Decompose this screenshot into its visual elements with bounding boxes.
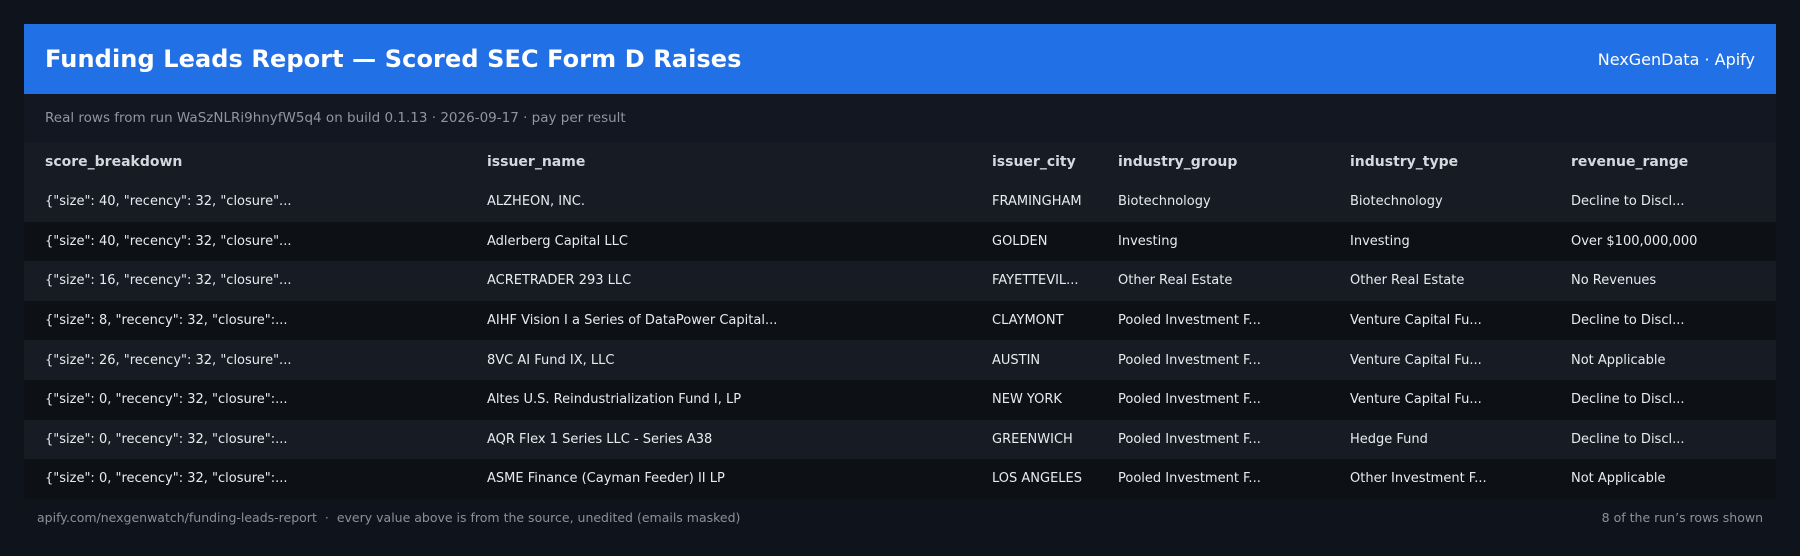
cell-score-breakdown: {"size": 8, "recency": 32, "closure":...	[45, 313, 288, 329]
column-header-industry-group[interactable]: industry_group	[1118, 154, 1238, 170]
source-note: every value above is from the source, un…	[336, 510, 741, 525]
cell-industry-type: Venture Capital Fu...	[1350, 313, 1482, 329]
cell-industry-type: Biotechnology	[1350, 194, 1443, 210]
cell-industry-group: Other Real Estate	[1118, 273, 1233, 289]
cell-issuer-city: LOS ANGELES	[992, 471, 1083, 487]
row-count-label: 8 of the run’s rows shown	[1601, 510, 1763, 525]
table-row: {"size": 40, "recency": 32, "closure"...…	[24, 182, 1776, 222]
column-header-score-breakdown[interactable]: score_breakdown	[45, 154, 183, 170]
table-row: {"size": 16, "recency": 32, "closure"...…	[24, 261, 1776, 301]
cell-score-breakdown: {"size": 0, "recency": 32, "closure":...	[45, 471, 288, 487]
table-row: {"size": 0, "recency": 32, "closure":...…	[24, 419, 1776, 460]
cell-issuer-name: ACRETRADER 293 LLC	[487, 273, 632, 289]
table-row: {"size": 40, "recency": 32, "closure"...…	[24, 221, 1776, 262]
cell-revenue-range: Decline to Discl...	[1571, 392, 1685, 408]
cell-revenue-range: Decline to Discl...	[1571, 313, 1685, 329]
cell-industry-group: Pooled Investment F...	[1118, 431, 1261, 447]
cell-industry-type: Other Investment F...	[1350, 471, 1487, 487]
column-header-industry-type[interactable]: industry_type	[1350, 154, 1459, 170]
table-row: {"size": 0, "recency": 32, "closure":...…	[24, 379, 1776, 420]
leads-table: score_breakdown issuer_name issuer_city …	[24, 142, 1776, 499]
footer-left: apify.com/nexgenwatch/funding-leads-repo…	[37, 510, 740, 525]
source-url[interactable]: apify.com/nexgenwatch/funding-leads-repo…	[37, 510, 317, 525]
cell-score-breakdown: {"size": 16, "recency": 32, "closure"...	[45, 273, 292, 289]
cell-industry-group: Pooled Investment F...	[1118, 352, 1261, 368]
cell-issuer-name: ALZHEON, INC.	[487, 194, 586, 210]
cell-score-breakdown: {"size": 26, "recency": 32, "closure"...	[45, 352, 292, 368]
cell-issuer-city: FRAMINGHAM	[992, 194, 1082, 210]
report-header: Funding Leads Report — Scored SEC Form D…	[24, 24, 1776, 94]
column-header-issuer-name[interactable]: issuer_name	[487, 154, 586, 170]
page-title: Funding Leads Report — Scored SEC Form D…	[45, 45, 742, 73]
cell-score-breakdown: {"size": 0, "recency": 32, "closure":...	[45, 431, 288, 447]
cell-revenue-range: Over $100,000,000	[1571, 233, 1698, 249]
table-row: {"size": 26, "recency": 32, "closure"...…	[24, 340, 1776, 380]
cell-industry-group: Pooled Investment F...	[1118, 313, 1261, 329]
cell-industry-type: Venture Capital Fu...	[1350, 352, 1482, 368]
cell-industry-type: Other Real Estate	[1350, 273, 1465, 289]
report-card: Funding Leads Report — Scored SEC Form D…	[24, 24, 1776, 499]
cell-industry-type: Venture Capital Fu...	[1350, 392, 1482, 408]
table-row: {"size": 0, "recency": 32, "closure":...…	[24, 459, 1776, 499]
column-header-revenue-range[interactable]: revenue_range	[1571, 154, 1689, 170]
cell-score-breakdown: {"size": 40, "recency": 32, "closure"...	[45, 194, 292, 210]
cell-issuer-city: NEW YORK	[992, 392, 1062, 408]
cell-revenue-range: Decline to Discl...	[1571, 431, 1685, 447]
table-row: {"size": 8, "recency": 32, "closure":...…	[24, 300, 1776, 341]
cell-issuer-name: AQR Flex 1 Series LLC - Series A38	[487, 431, 713, 447]
cell-industry-group: Biotechnology	[1118, 194, 1211, 210]
cell-score-breakdown: {"size": 40, "recency": 32, "closure"...	[45, 233, 292, 249]
cell-industry-type: Hedge Fund	[1350, 431, 1428, 447]
footer-separator: ·	[324, 510, 329, 525]
brand-label: NexGenData · Apify	[1597, 49, 1755, 69]
cell-score-breakdown: {"size": 0, "recency": 32, "closure":...	[45, 392, 288, 408]
column-header-issuer-city[interactable]: issuer_city	[992, 154, 1076, 170]
run-info-subtitle: Real rows from run WaSzNLRi9hnyfW5q4 on …	[24, 94, 1776, 142]
cell-issuer-name: 8VC AI Fund IX, LLC	[487, 352, 615, 368]
cell-issuer-name: AIHF Vision I a Series of DataPower Capi…	[487, 313, 778, 329]
report-footer: apify.com/nexgenwatch/funding-leads-repo…	[24, 510, 1776, 525]
cell-issuer-name: Altes U.S. Reindustrialization Fund I, L…	[487, 392, 742, 408]
cell-issuer-city: FAYETTEVIL...	[992, 273, 1079, 289]
cell-revenue-range: Decline to Discl...	[1571, 194, 1685, 210]
cell-revenue-range: Not Applicable	[1571, 352, 1666, 368]
cell-revenue-range: No Revenues	[1571, 273, 1657, 289]
cell-industry-type: Investing	[1350, 233, 1410, 249]
cell-industry-group: Pooled Investment F...	[1118, 392, 1261, 408]
cell-issuer-city: GOLDEN	[992, 233, 1048, 249]
cell-revenue-range: Not Applicable	[1571, 471, 1666, 487]
table-header-row: score_breakdown issuer_name issuer_city …	[24, 142, 1776, 182]
cell-industry-group: Investing	[1118, 233, 1178, 249]
cell-issuer-city: GREENWICH	[992, 431, 1073, 447]
cell-issuer-city: CLAYMONT	[992, 313, 1064, 329]
cell-industry-group: Pooled Investment F...	[1118, 471, 1261, 487]
cell-issuer-name: ASME Finance (Cayman Feeder) II LP	[487, 471, 725, 487]
cell-issuer-city: AUSTIN	[992, 352, 1041, 368]
cell-issuer-name: Adlerberg Capital LLC	[487, 233, 628, 249]
